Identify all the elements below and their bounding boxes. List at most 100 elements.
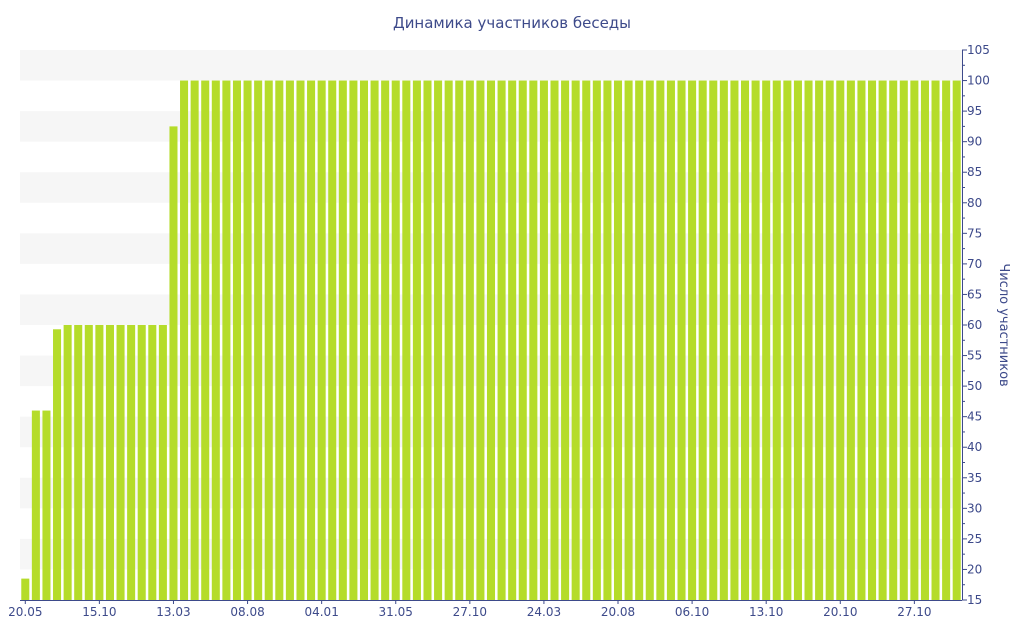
bar [592, 80, 601, 601]
bar [698, 80, 707, 601]
y-tick-label: 65 [967, 287, 982, 301]
x-tick-label: 13.03 [156, 605, 190, 619]
bar [688, 80, 697, 601]
bar [529, 80, 538, 601]
bar [158, 325, 167, 600]
y-tick-label: 75 [967, 226, 982, 240]
y-tick-label: 105 [967, 43, 990, 57]
y-tick-label: 45 [967, 410, 982, 424]
y-axis-title: Число участников [996, 263, 1011, 386]
y-tick-label: 25 [967, 532, 982, 546]
bar [190, 80, 199, 601]
x-tick-label: 15.10 [82, 605, 116, 619]
bar [116, 325, 125, 600]
x-tick-label: 27.10 [897, 605, 931, 619]
x-tick-label: 06.10 [675, 605, 709, 619]
y-tick-label: 90 [967, 135, 982, 149]
bar [21, 578, 30, 600]
bar [381, 80, 390, 601]
bars [21, 80, 961, 601]
bar [31, 410, 40, 600]
bar [793, 80, 802, 601]
bar [296, 80, 305, 601]
y-tick-label: 70 [967, 257, 982, 271]
bar [741, 80, 750, 601]
bar [476, 80, 485, 601]
bar [910, 80, 919, 601]
bar [815, 80, 824, 601]
bar [370, 80, 379, 601]
bar [127, 325, 136, 600]
bar [942, 80, 951, 601]
bar [53, 329, 62, 600]
bar [857, 80, 866, 601]
bar [338, 80, 347, 601]
x-tick-label: 08.08 [230, 605, 264, 619]
bar [285, 80, 294, 601]
bar [539, 80, 548, 601]
bar [232, 80, 241, 601]
bar [465, 80, 474, 601]
bar [571, 80, 580, 601]
bar [677, 80, 686, 601]
chart-title: Динамика участников беседы [393, 14, 631, 32]
y-tick-label: 80 [967, 196, 982, 210]
bar [201, 80, 210, 601]
bar [666, 80, 675, 601]
y-tick-label: 100 [967, 74, 990, 88]
y-tick-label: 30 [967, 501, 982, 515]
bar [931, 80, 940, 601]
bar [137, 325, 146, 600]
bar [508, 80, 517, 601]
x-tick-label: 20.05 [8, 605, 42, 619]
bar [402, 80, 411, 601]
bar [613, 80, 623, 601]
bar [624, 80, 633, 601]
bar [391, 80, 400, 601]
x-tick-label: 27.10 [453, 605, 487, 619]
bar [444, 80, 453, 601]
bar [730, 80, 739, 601]
bar [836, 80, 845, 601]
bar [264, 80, 273, 601]
bar [783, 80, 792, 601]
x-tick-label: 13.10 [749, 605, 783, 619]
bar [243, 80, 252, 601]
bar [920, 80, 929, 601]
bar [434, 80, 443, 601]
bar [275, 80, 284, 601]
bar [148, 325, 157, 600]
x-tick-label: 24.03 [527, 605, 561, 619]
bar [317, 80, 326, 601]
y-tick-label: 40 [967, 440, 982, 454]
bar [561, 80, 570, 601]
bar [804, 80, 813, 601]
bar [307, 80, 316, 601]
bar [42, 410, 51, 600]
x-axis: 20.05 15.10 13.03 08.08 04.01 31.05 27.10 24.03… [8, 600, 962, 619]
y-tick-label: 20 [967, 562, 982, 576]
bar [349, 80, 358, 601]
bar [772, 80, 781, 601]
bar [825, 80, 834, 601]
bar [105, 325, 114, 600]
bar [169, 126, 178, 600]
y-tick-label: 85 [967, 165, 982, 179]
bar [211, 80, 220, 601]
bar [603, 80, 612, 601]
bar [497, 80, 506, 601]
bar [645, 80, 654, 601]
x-tick-label: 20.08 [601, 605, 635, 619]
bar [95, 325, 104, 600]
bar [84, 325, 93, 600]
bar [180, 80, 189, 601]
x-tick-label: 04.01 [304, 605, 338, 619]
y-tick-label: 50 [967, 379, 982, 393]
x-tick-label: 20.10 [823, 605, 857, 619]
grid-band [20, 50, 962, 81]
bar [899, 80, 908, 601]
y-tick-label: 60 [967, 318, 982, 332]
bar [868, 80, 877, 601]
